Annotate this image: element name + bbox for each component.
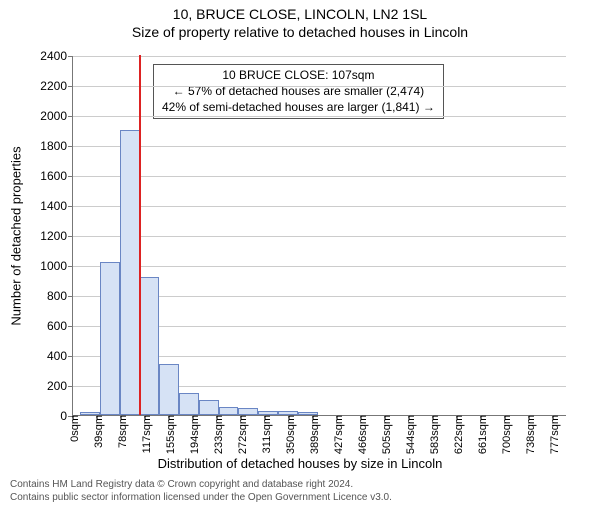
gridline bbox=[73, 176, 566, 177]
gridline bbox=[73, 236, 566, 237]
x-tick-label: 622sqm bbox=[453, 415, 465, 454]
y-tick-mark bbox=[68, 266, 73, 267]
x-tick-label: 311sqm bbox=[261, 415, 273, 453]
histogram-bar bbox=[219, 407, 239, 415]
y-tick-label: 1200 bbox=[40, 229, 67, 243]
histogram-bar bbox=[120, 130, 140, 415]
x-tick-label: 39sqm bbox=[93, 415, 105, 448]
x-tick-label: 466sqm bbox=[357, 415, 369, 454]
x-tick-label: 661sqm bbox=[477, 415, 489, 454]
x-tick-label: 544sqm bbox=[405, 415, 417, 454]
gridline bbox=[73, 206, 566, 207]
y-tick-label: 0 bbox=[60, 409, 67, 423]
y-tick-mark bbox=[68, 386, 73, 387]
x-tick-label: 117sqm bbox=[141, 415, 153, 453]
x-tick-label: 505sqm bbox=[381, 415, 393, 454]
x-tick-label: 738sqm bbox=[525, 415, 537, 454]
y-tick-mark bbox=[68, 56, 73, 57]
y-tick-mark bbox=[68, 236, 73, 237]
y-tick-label: 1400 bbox=[40, 199, 67, 213]
y-tick-mark bbox=[68, 206, 73, 207]
y-tick-mark bbox=[68, 146, 73, 147]
page-title-line-1: 10, BRUCE CLOSE, LINCOLN, LN2 1SL bbox=[0, 6, 600, 22]
gridline bbox=[73, 86, 566, 87]
x-axis-label: Distribution of detached houses by size … bbox=[0, 456, 600, 471]
y-tick-label: 1800 bbox=[40, 139, 67, 153]
histogram-chart: 10 BRUCE CLOSE: 107sqm ← 57% of detached… bbox=[72, 56, 566, 416]
footer: Contains HM Land Registry data © Crown c… bbox=[0, 479, 600, 504]
y-tick-mark bbox=[68, 296, 73, 297]
gridline bbox=[73, 116, 566, 117]
x-tick-label: 777sqm bbox=[549, 415, 561, 454]
callout-line-3: 42% of semi-detached houses are larger (… bbox=[162, 99, 435, 115]
histogram-bar bbox=[179, 393, 199, 416]
y-tick-mark bbox=[68, 116, 73, 117]
histogram-bar bbox=[238, 408, 258, 415]
callout-line-1: 10 BRUCE CLOSE: 107sqm bbox=[162, 67, 435, 83]
x-tick-label: 427sqm bbox=[333, 415, 345, 454]
gridline bbox=[73, 146, 566, 147]
y-tick-mark bbox=[68, 86, 73, 87]
y-axis-label: Number of detached properties bbox=[9, 146, 24, 325]
x-tick-label: 78sqm bbox=[117, 415, 129, 448]
y-tick-label: 2200 bbox=[40, 79, 67, 93]
histogram-bar bbox=[199, 400, 219, 415]
y-tick-label: 2000 bbox=[40, 109, 67, 123]
marker-line bbox=[139, 55, 141, 415]
y-tick-mark bbox=[68, 356, 73, 357]
x-tick-label: 350sqm bbox=[285, 415, 297, 454]
x-tick-label: 155sqm bbox=[165, 415, 177, 454]
footer-line-1: Contains HM Land Registry data © Crown c… bbox=[10, 479, 600, 492]
histogram-bar bbox=[100, 262, 120, 415]
x-tick-label: 194sqm bbox=[189, 415, 201, 454]
x-tick-label: 272sqm bbox=[237, 415, 249, 454]
x-tick-label: 233sqm bbox=[213, 415, 225, 454]
x-tick-label: 0sqm bbox=[69, 415, 81, 442]
histogram-bar bbox=[159, 364, 179, 415]
y-tick-label: 200 bbox=[47, 379, 67, 393]
y-tick-label: 400 bbox=[47, 349, 67, 363]
y-tick-label: 2400 bbox=[40, 49, 67, 63]
y-tick-label: 1600 bbox=[40, 169, 67, 183]
callout-box: 10 BRUCE CLOSE: 107sqm ← 57% of detached… bbox=[153, 64, 444, 119]
gridline bbox=[73, 56, 566, 57]
y-tick-mark bbox=[68, 176, 73, 177]
footer-line-2: Contains public sector information licen… bbox=[10, 492, 600, 505]
y-tick-label: 1000 bbox=[40, 259, 67, 273]
gridline bbox=[73, 266, 566, 267]
page-title-line-2: Size of property relative to detached ho… bbox=[0, 24, 600, 40]
histogram-bar bbox=[140, 277, 160, 415]
y-tick-label: 600 bbox=[47, 319, 67, 333]
y-tick-label: 800 bbox=[47, 289, 67, 303]
x-tick-label: 583sqm bbox=[429, 415, 441, 454]
x-tick-label: 389sqm bbox=[309, 415, 321, 454]
y-tick-mark bbox=[68, 326, 73, 327]
x-tick-label: 700sqm bbox=[501, 415, 513, 454]
